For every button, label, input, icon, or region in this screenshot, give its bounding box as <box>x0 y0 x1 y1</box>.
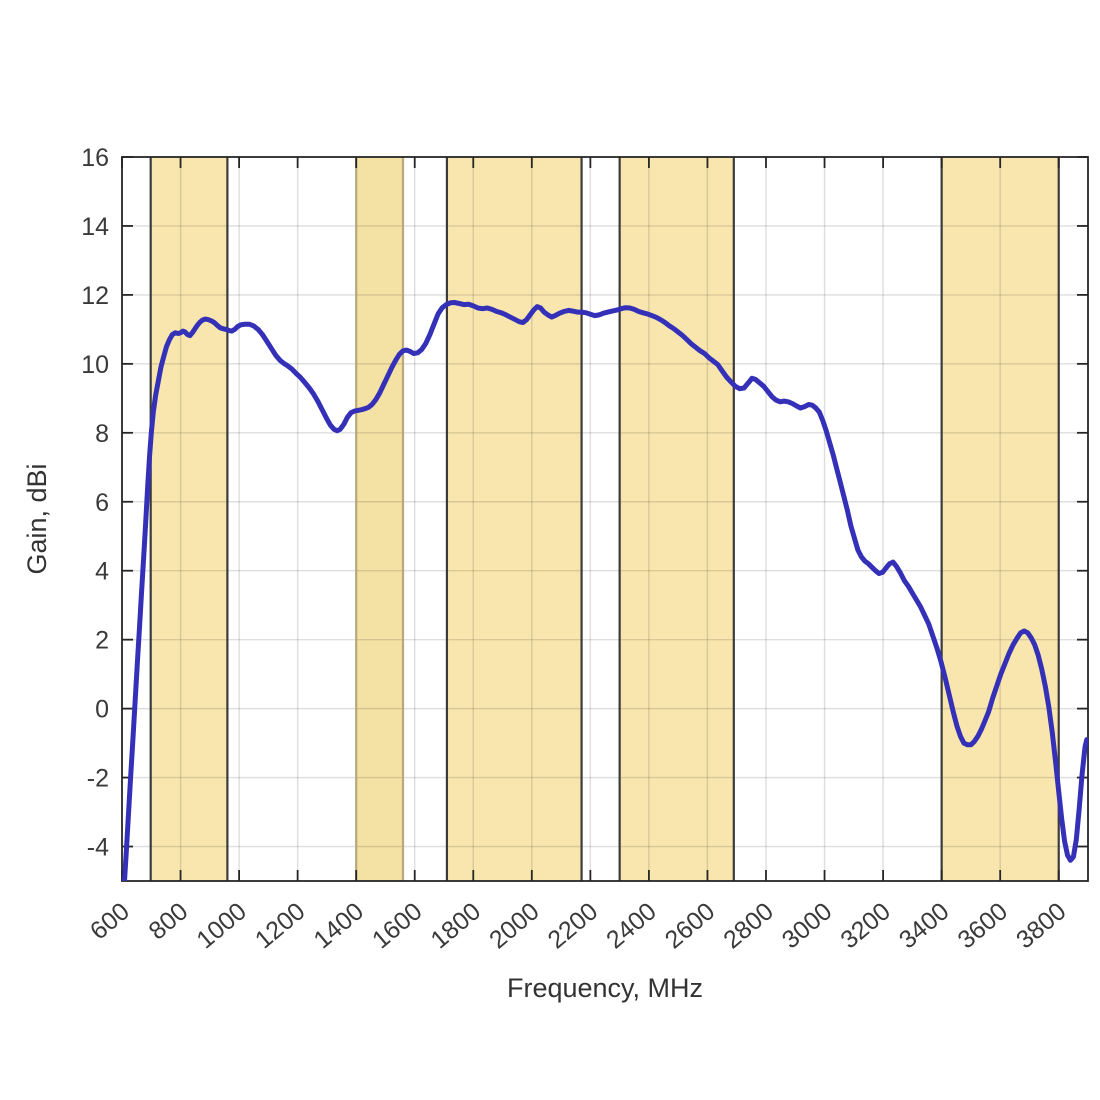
x-axis-title: Frequency, MHz <box>507 973 703 1003</box>
y-tick-label-8: 8 <box>95 420 109 448</box>
highlight-band-1710-2170 <box>446 157 582 881</box>
y-tick-label-12: 12 <box>81 282 109 310</box>
x-tick-label-800: 800 <box>143 897 193 945</box>
y-tick-label-2: 2 <box>95 627 109 655</box>
x-tick-label-2200: 2200 <box>543 897 604 954</box>
x-tick-label-2600: 2600 <box>660 897 721 954</box>
x-tick-label-600: 600 <box>85 897 135 945</box>
y-tick-label-16: 16 <box>81 144 109 172</box>
x-tick-label-1000: 1000 <box>191 897 252 954</box>
highlight-band-1400-1560 <box>356 157 404 881</box>
gain-curve <box>122 300 1088 881</box>
y-tick-label-10: 10 <box>81 351 109 379</box>
x-tick-label-3000: 3000 <box>777 897 838 954</box>
x-tick-label-1400: 1400 <box>308 897 369 954</box>
x-tick-label-2000: 2000 <box>484 897 545 954</box>
x-tick-label-1200: 1200 <box>250 897 311 954</box>
highlight-band-698-960 <box>150 157 228 881</box>
x-tick-label-3600: 3600 <box>952 897 1013 954</box>
y-tick-label-0: 0 <box>95 696 109 724</box>
y-tick-label-6: 6 <box>95 489 109 517</box>
x-tick-label-2400: 2400 <box>601 897 662 954</box>
highlight-band-3400-3800 <box>941 157 1059 881</box>
highlight-band-2300-2690 <box>619 157 734 881</box>
x-tick-label-3200: 3200 <box>835 897 896 954</box>
x-tick-label-3800: 3800 <box>1011 897 1072 954</box>
x-tick-label-1800: 1800 <box>426 897 487 954</box>
axis-box <box>121 156 1089 882</box>
x-tick-label-1600: 1600 <box>367 897 428 954</box>
y-tick-label--4: -4 <box>87 834 109 862</box>
y-tick-label-4: 4 <box>95 558 109 586</box>
x-tick-label-3400: 3400 <box>894 897 955 954</box>
x-tick-label-2800: 2800 <box>718 897 779 954</box>
y-axis-title: Gain, dBi <box>22 463 52 574</box>
y-tick-label--2: -2 <box>87 765 109 793</box>
y-tick-label-14: 14 <box>81 213 109 241</box>
